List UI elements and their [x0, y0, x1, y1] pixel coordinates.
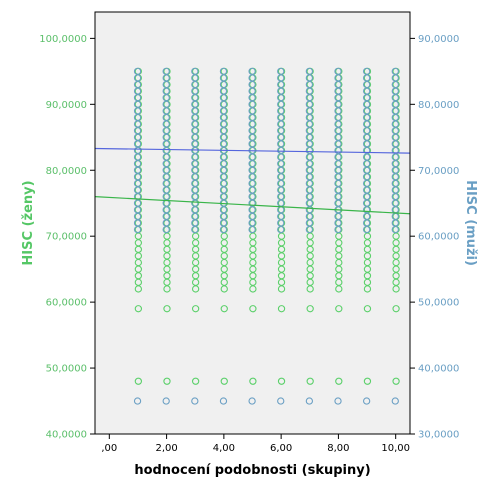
women-point [134, 305, 143, 313]
women-point [277, 377, 286, 385]
women-point [277, 305, 286, 313]
women-point [335, 377, 343, 385]
y-right-tick-label: 50,0000 [418, 298, 459, 309]
y-right-tick-label: 90,0000 [418, 34, 459, 45]
men-point [133, 67, 142, 75]
women-point [163, 305, 171, 313]
y-right-tick-label: 70,0000 [418, 166, 459, 177]
fit-lines [94, 147, 411, 215]
y-right-tick-label: 80,0000 [418, 100, 459, 111]
men-point [248, 397, 256, 405]
women-point [363, 377, 372, 385]
women-point [306, 377, 314, 385]
x-tick-label: 8,00 [327, 443, 349, 454]
men-point [133, 397, 142, 405]
x-tick-label: ,00 [101, 443, 117, 454]
y-right-tick-label: 30,0000 [418, 430, 459, 441]
y-left-tick-label: 60,0000 [46, 298, 87, 309]
y-right-tick-label: 40,0000 [418, 364, 459, 375]
men-fit-line [94, 147, 411, 154]
y-left-tick-label: 80,0000 [46, 166, 87, 177]
men-point [305, 67, 314, 75]
women-point [335, 305, 343, 313]
women-point [163, 377, 171, 385]
women-fit-line [94, 196, 411, 215]
men-point [162, 67, 170, 75]
y-left-tick-label: 100,0000 [39, 34, 87, 45]
men-point [362, 67, 371, 75]
y-axis-left-label: HISC (ženy) [21, 180, 36, 265]
women-point [191, 377, 200, 385]
y-axis-right-label: HISC (muži) [463, 180, 478, 266]
men-point [391, 67, 399, 75]
y-right-tick-label: 60,0000 [418, 232, 459, 243]
men-point [391, 397, 399, 405]
x-tick-label: 10,00 [381, 443, 410, 454]
y-left-tick-label: 90,0000 [46, 100, 87, 111]
men-point [162, 397, 170, 405]
men-point [219, 67, 228, 75]
men-point [277, 397, 285, 405]
women-point [191, 305, 200, 313]
women-point [392, 305, 400, 313]
y-axis-right: 30,0000 40,0000 50,0000 60,0000 70,0000 80,00… [410, 34, 459, 441]
women-point [220, 377, 228, 385]
x-axis-label: hodnocení podobnosti (skupiny) [134, 463, 370, 478]
x-tick-label: 4,00 [213, 443, 235, 454]
men-point [277, 67, 285, 75]
x-axis: ,00 2,00 4,00 6,00 8,00 10,00 [101, 434, 410, 454]
men-points [133, 67, 399, 405]
women-point [306, 305, 314, 313]
women-point [363, 305, 372, 313]
x-tick-label: 6,00 [270, 443, 292, 454]
y-axis-left: 40,0000 50,0000 60,0000 70,0000 80,0000 90,00… [39, 34, 95, 441]
men-point [191, 397, 199, 405]
women-point [249, 305, 257, 313]
men-point [334, 397, 342, 405]
men-point [362, 397, 371, 405]
y-left-tick-label: 70,0000 [46, 232, 87, 243]
y-left-tick-label: 40,0000 [46, 430, 87, 441]
men-point [248, 67, 256, 75]
plot-border [94, 11, 411, 435]
men-point [219, 397, 228, 405]
men-point [334, 67, 342, 75]
men-point [305, 397, 314, 405]
women-point [134, 377, 143, 385]
x-tick-label: 2,00 [155, 443, 177, 454]
women-point [249, 377, 257, 385]
men-point [191, 67, 199, 75]
women-point [220, 305, 228, 313]
y-left-tick-label: 50,0000 [46, 364, 87, 375]
women-point [392, 377, 400, 385]
plot-area [95, 12, 410, 434]
